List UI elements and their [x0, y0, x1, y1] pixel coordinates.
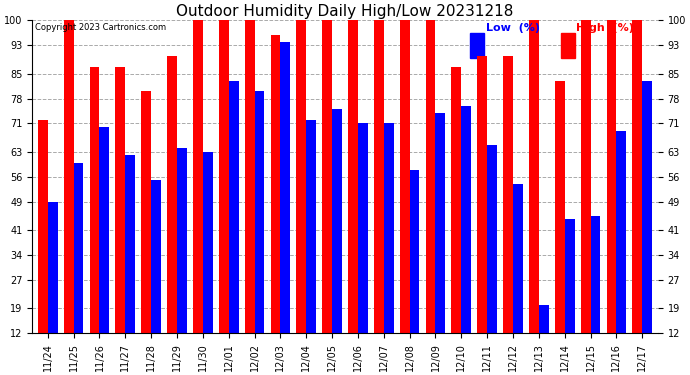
Bar [193, 20, 203, 333]
Bar [151, 180, 161, 333]
Bar [435, 113, 445, 333]
Bar [477, 56, 487, 333]
Bar [633, 20, 642, 333]
Bar [539, 304, 549, 333]
Bar [63, 20, 74, 333]
Text: High  (%): High (%) [576, 24, 634, 33]
Bar [410, 170, 420, 333]
Bar [90, 66, 99, 333]
Text: Copyright 2023 Cartronics.com: Copyright 2023 Cartronics.com [35, 24, 166, 33]
Bar [642, 81, 652, 333]
Bar [529, 20, 539, 333]
Text: Low  (%): Low (%) [486, 24, 540, 33]
Bar [322, 20, 332, 333]
Bar [203, 152, 213, 333]
Bar [219, 20, 228, 333]
Bar [297, 20, 306, 333]
Bar [270, 34, 280, 333]
Bar [591, 216, 600, 333]
Bar [358, 123, 368, 333]
Bar [255, 92, 264, 333]
Title: Outdoor Humidity Daily High/Low 20231218: Outdoor Humidity Daily High/Low 20231218 [177, 4, 513, 19]
Bar [280, 42, 290, 333]
Bar [503, 56, 513, 333]
FancyBboxPatch shape [470, 33, 484, 58]
Bar [513, 184, 523, 333]
Bar [306, 120, 316, 333]
Bar [555, 81, 564, 333]
Bar [581, 20, 591, 333]
Bar [177, 148, 187, 333]
Bar [74, 162, 83, 333]
Bar [607, 20, 616, 333]
Bar [245, 20, 255, 333]
Bar [126, 155, 135, 333]
Bar [141, 92, 151, 333]
Bar [616, 130, 627, 333]
Bar [400, 20, 410, 333]
Bar [332, 109, 342, 333]
FancyBboxPatch shape [561, 33, 575, 58]
Bar [38, 120, 48, 333]
Bar [348, 20, 358, 333]
Bar [228, 81, 239, 333]
Bar [99, 127, 109, 333]
Bar [167, 56, 177, 333]
Bar [487, 145, 497, 333]
Bar [451, 66, 462, 333]
Bar [384, 123, 393, 333]
Bar [564, 219, 575, 333]
Bar [115, 66, 126, 333]
Bar [374, 20, 384, 333]
Bar [462, 106, 471, 333]
Bar [48, 202, 57, 333]
Bar [426, 20, 435, 333]
